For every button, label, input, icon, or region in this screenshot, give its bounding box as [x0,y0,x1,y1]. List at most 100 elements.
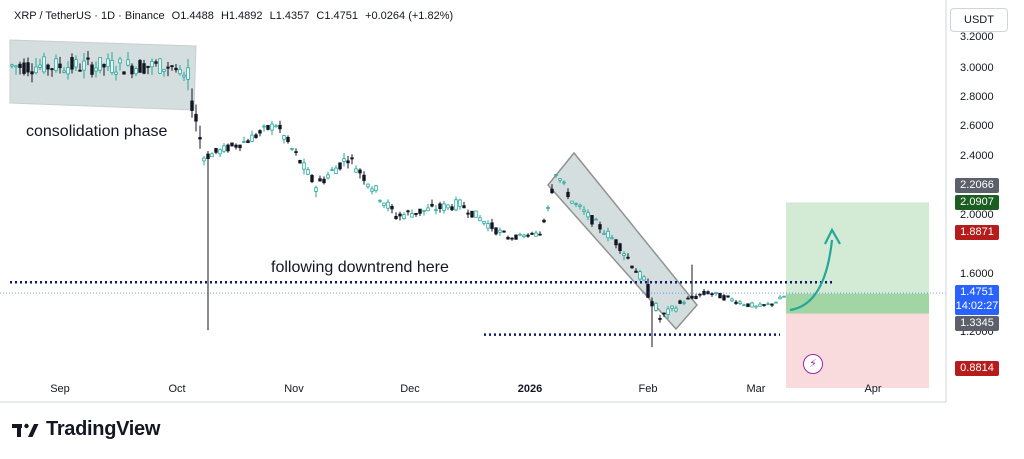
lightning-bolt-icon[interactable]: ⚡ [803,354,823,374]
candle-body [130,65,134,75]
candle-body [686,297,690,300]
candle-body [546,207,550,209]
candle-body [34,66,38,74]
candle-body [246,140,250,144]
candle-body [210,153,214,158]
candle-body [754,305,758,308]
candle-body [514,234,518,240]
tradingview-footer[interactable]: TradingView [12,418,160,441]
candle-body [454,199,458,211]
bullish-arrowhead-icon [824,227,841,245]
candle-body [518,233,522,236]
candle-body [522,234,526,237]
candle-body [538,233,542,236]
candle-body [658,318,662,320]
x-tick-label: Oct [168,383,186,395]
level-lines [0,227,946,336]
candle-body [750,302,754,308]
candle-body [630,265,634,269]
x-tick-label: Feb [638,383,658,395]
current-price-tag: 1.4751 14:02:27 [955,285,999,315]
candle-body [238,144,242,149]
y-tick-label: 1.6000 [960,268,994,280]
candle-body [602,232,606,235]
candle-body [610,237,614,240]
tp2-price-tag: 2.2066 [955,178,999,193]
candle-body [62,70,66,73]
candle-body [694,295,698,299]
downtrend-label: following downtrend here [271,259,449,276]
candle-body [294,151,298,153]
candle-body [422,209,426,212]
candle-body [190,100,194,111]
candle-body [482,220,486,224]
candle-body [178,68,182,75]
candle-body [574,202,578,205]
candle-body [266,124,270,130]
candle-body [106,58,110,68]
candle-body [314,187,318,192]
candle-body [406,210,410,213]
candle-body [114,71,118,75]
candle-body [338,162,342,170]
candle-body [554,174,558,176]
candle-body [298,159,302,164]
candle-body [230,142,234,147]
candle-body [118,58,122,64]
candle-body [182,74,186,78]
candle-body [410,213,414,218]
x-tick-label: Mar [746,383,766,395]
candle-body [218,149,222,155]
candle-body [774,301,778,304]
candle-body [746,303,750,307]
candle-body [198,137,202,140]
candle-body [642,276,646,281]
candle-body [226,144,230,152]
candle-body [234,144,238,148]
y-tick-label: 2.4000 [960,150,994,162]
candle-body [562,181,566,184]
candle-body [578,204,582,207]
candle-body [310,175,314,183]
x-tick-label: Sep [50,383,70,395]
candle-body [290,147,294,150]
candle-body [82,60,86,71]
candle-body [206,153,210,159]
ohlc-high: H1.4892 [220,10,263,22]
candle-body [542,219,546,223]
candle-body [398,213,402,217]
candle-body [442,203,446,211]
candle-body [126,59,130,66]
candle-body [770,303,774,306]
candle-body [362,174,366,181]
currency-button[interactable]: USDT [950,8,1008,32]
candle-body [322,178,326,184]
candle-body [330,169,334,172]
candle-body [718,292,722,299]
candle-body [778,296,782,300]
candle-body [358,169,362,174]
candle-body [90,64,94,75]
tp1-price-tag: 2.0907 [955,195,999,210]
candle-body [726,295,730,298]
candle-body [242,141,246,143]
candle-body [566,191,570,198]
candle-body [382,202,386,207]
symbol-title[interactable]: XRP / TetherUS · 1D · Binance [14,10,165,22]
candle-body [14,65,18,68]
candle-body [78,69,82,72]
candle-body [622,253,626,256]
consolidation-label: consolidation phase [26,123,168,140]
candle-body [714,291,718,294]
candle-body [570,200,574,204]
tradingview-brand: TradingView [46,418,161,440]
y-tick-label: 3.2000 [960,31,994,43]
candle-body [586,212,590,218]
candle-body [26,62,30,73]
candle-body [614,239,618,246]
candle-body [490,222,494,229]
candle-body [650,301,654,307]
candle-body [494,227,498,235]
candle-body [474,210,478,218]
